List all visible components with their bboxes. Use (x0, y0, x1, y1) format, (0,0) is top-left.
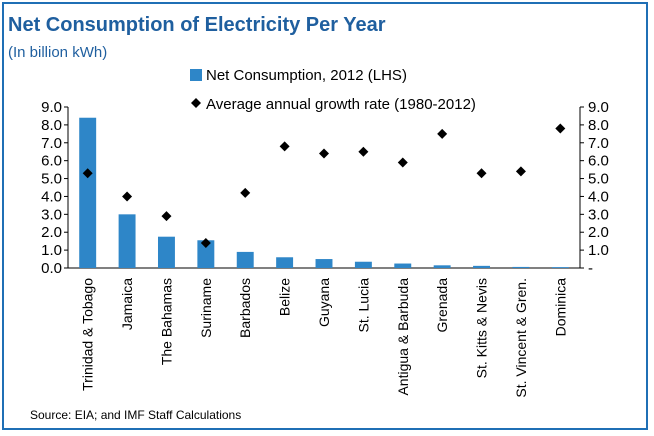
bar (276, 257, 294, 268)
bar (197, 240, 215, 268)
x-tick-label: St. Vincent & Gren. (513, 278, 529, 398)
bar (473, 265, 491, 268)
bar (236, 251, 254, 268)
scatter-point (161, 211, 172, 222)
x-tick-label: St. Lucia (355, 278, 371, 333)
y-tick-label-left: 8.0 (41, 117, 62, 134)
bar (551, 267, 569, 268)
x-tick-label: The Bahamas (158, 278, 174, 365)
y-tick-label-left: 3.0 (41, 206, 62, 223)
scatter-point (122, 191, 133, 202)
source-note: Source: EIA; and IMF Staff Calculations (30, 408, 242, 422)
bar (118, 214, 136, 268)
y-tick-label-left: 2.0 (41, 224, 62, 241)
y-tick-label-left: 4.0 (41, 188, 62, 205)
scatter-point (82, 168, 93, 179)
x-tick-label: St. Kitts & Nevis (474, 278, 490, 378)
scatter-point (279, 141, 290, 152)
x-tick-label: Suriname (198, 278, 214, 338)
legend-bar-swatch (190, 69, 202, 81)
y-tick-label-right: 5.0 (588, 171, 609, 188)
y-tick-label-right: 4.0 (588, 188, 609, 205)
y-tick-label-left: 7.0 (41, 135, 62, 152)
y-tick-label-right: 9.0 (588, 99, 609, 116)
bar (315, 259, 333, 268)
x-tick-label: Barbados (237, 278, 253, 338)
scatter-point (397, 157, 408, 168)
bar-series (79, 117, 569, 268)
bar (157, 236, 175, 268)
y-tick-label-left: 9.0 (41, 99, 62, 116)
chart-legend: Net Consumption, 2012 (LHS) Average annu… (190, 67, 476, 113)
y-tick-label-right: 8.0 (588, 117, 609, 134)
y-tick-label-left: 0.0 (41, 260, 62, 277)
bar (433, 265, 451, 268)
x-tick-label: Belize (277, 278, 293, 316)
x-tick-label: Guyana (316, 278, 332, 327)
scatter-point (319, 148, 329, 159)
legend-diamond-marker (191, 98, 201, 108)
y-tick-label-left: 1.0 (41, 242, 62, 259)
chart-title: Net Consumption of Electricity Per Year (8, 14, 386, 36)
y-tick-label-right: 7.0 (588, 135, 609, 152)
x-tick-label: Jamaica (119, 278, 135, 330)
bar (512, 266, 530, 268)
y-tick-label-right: 2.0 (588, 224, 609, 241)
x-tick-labels: Trinidad & Tobago Jamaica The Bahamas Surin… (80, 278, 569, 398)
scatter-series (82, 123, 566, 248)
x-tick-label: Antigua & Barbuda (395, 278, 411, 396)
bar (394, 263, 412, 268)
x-tick-label: Grenada (434, 278, 450, 333)
chart-frame (2, 2, 648, 430)
legend-scatter-label: Average annual growth rate (1980-2012) (206, 96, 476, 113)
y-tick-label-left: 5.0 (41, 171, 62, 188)
y-tick-label-right: 1.0 (588, 242, 609, 259)
y-tick-label-right: 3.0 (588, 206, 609, 223)
scatter-point (200, 237, 211, 248)
legend-bar-label: Net Consumption, 2012 (LHS) (206, 67, 407, 84)
y-tick-label-right: 6.0 (588, 153, 609, 170)
scatter-point (555, 123, 566, 134)
bar (354, 261, 372, 268)
x-tick-label: Dominica (552, 278, 568, 337)
chart-subtitle: (In billion kWh) (8, 44, 108, 61)
scatter-point (476, 168, 487, 179)
y-tick-label-right: - (588, 260, 593, 277)
scatter-point (437, 128, 448, 139)
scatter-point (515, 166, 526, 177)
y-tick-label-left: 6.0 (41, 153, 62, 170)
scatter-point (358, 146, 369, 157)
bar (79, 117, 97, 268)
scatter-point (240, 187, 251, 198)
x-tick-label: Trinidad & Tobago (80, 278, 96, 391)
